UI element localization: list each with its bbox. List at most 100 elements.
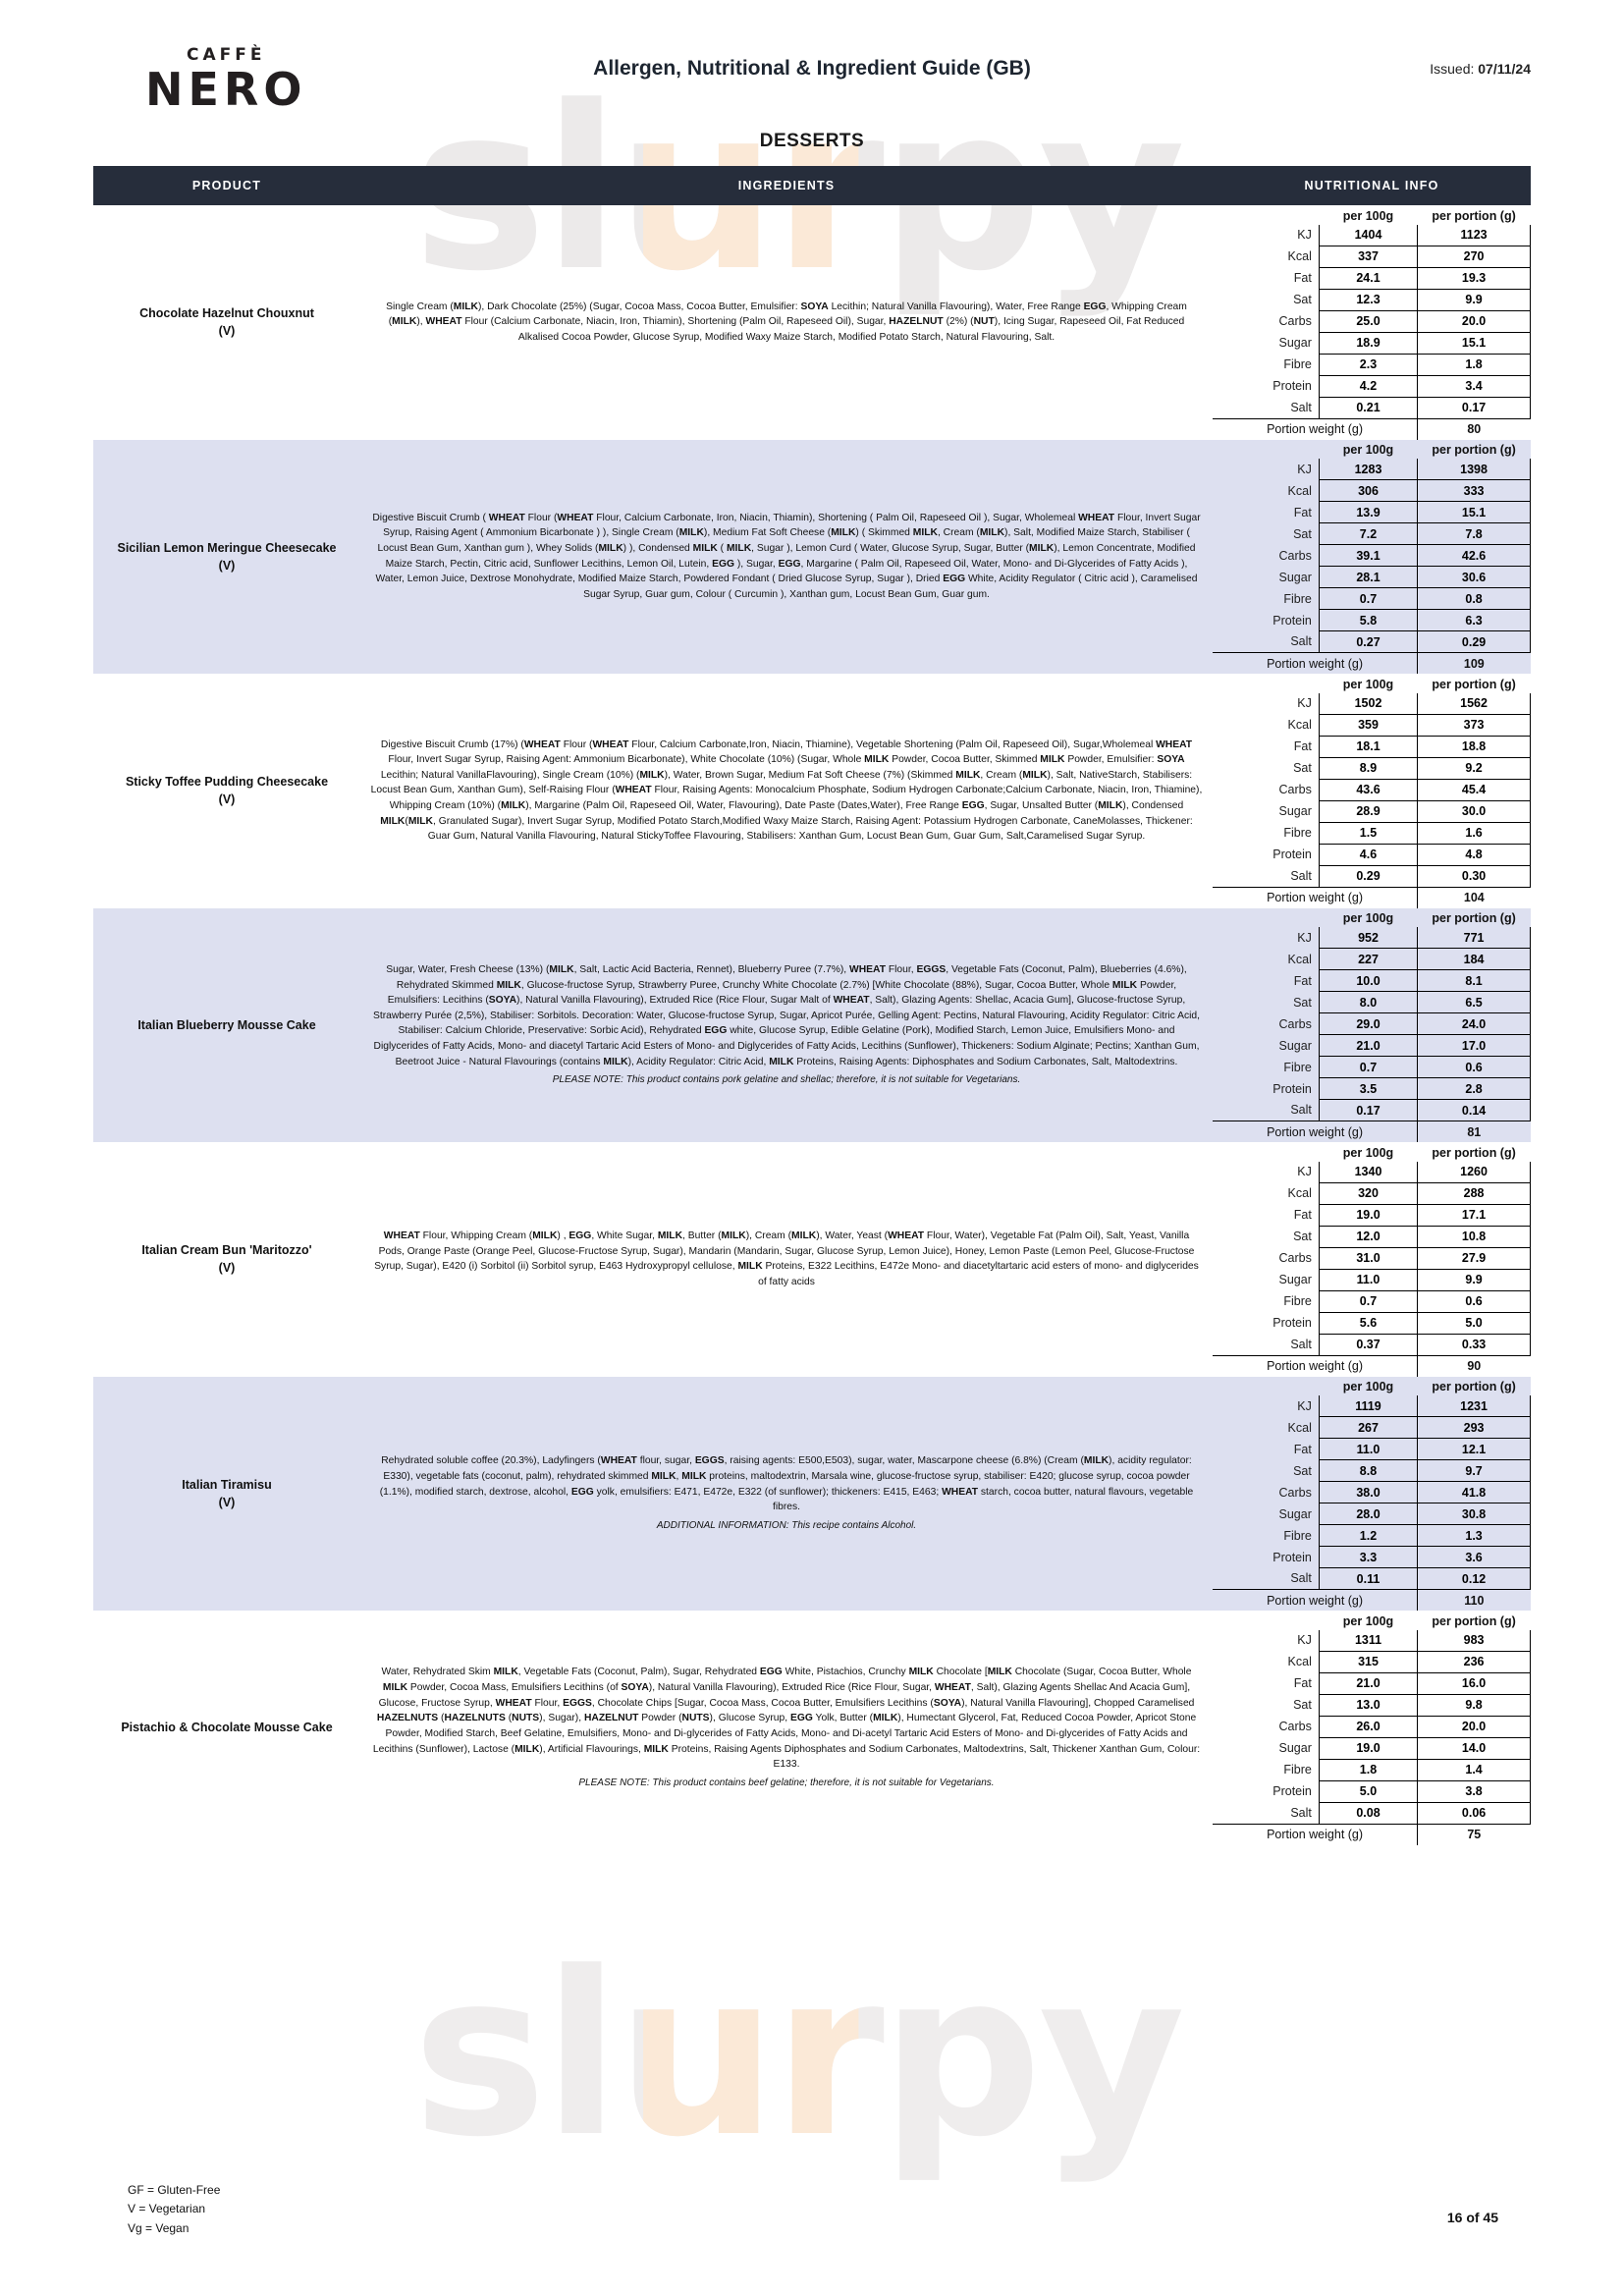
nutrition-cell: per 100g per portion (g) KJ 1283 1398 Kcal 306…: [1213, 439, 1531, 674]
nutrition-row-portion-weight: Portion weight (g) 104: [1213, 886, 1531, 908]
nutrition-value-perportion: 2.8: [1417, 1077, 1531, 1100]
nutrition-label: Carbs: [1213, 1012, 1320, 1035]
nutrition-row-sugar: Sugar 28.9 30.0: [1213, 799, 1531, 823]
nutrition-value-per100: 3.5: [1318, 1077, 1419, 1100]
nutrition-label: Sugar: [1213, 800, 1320, 822]
portion-weight-label: Portion weight (g): [1213, 417, 1418, 440]
product-name-cell: Pistachio & Chocolate Mousse Cake: [121, 1721, 333, 1735]
nutrition-value-perportion: 30.6: [1417, 566, 1531, 588]
nutrition-row-sugar: Sugar 21.0 17.0: [1213, 1034, 1531, 1057]
nutrition-row-sat: Sat 7.2 7.8: [1213, 522, 1531, 545]
nutrition-value-perportion: 0.6: [1417, 1289, 1531, 1313]
nutrition-table: per 100g per portion (g) KJ 1502 1562 Kcal 359…: [1213, 674, 1531, 908]
issued-date-block: Issued: 07/11/24: [1430, 61, 1531, 77]
nutrition-value-perportion: 15.1: [1417, 331, 1531, 355]
portion-weight-value: 110: [1417, 1589, 1531, 1611]
nutrition-header-perportion: per portion (g): [1432, 208, 1516, 223]
nutrition-row-fat: Fat 24.1 19.3: [1213, 266, 1531, 290]
nutrition-value-per100: 227: [1318, 948, 1419, 970]
nutrition-label: Carbs: [1213, 544, 1320, 567]
nutrition-row-carbs: Carbs 43.6 45.4: [1213, 778, 1531, 801]
nutrition-value-perportion: 771: [1417, 927, 1531, 949]
nutrition-label: Protein: [1213, 1546, 1320, 1568]
nutrition-table: per 100g per portion (g) KJ 1311 983 Kcal 315 2…: [1213, 1611, 1531, 1845]
nutrition-value-perportion: 0.17: [1417, 396, 1531, 419]
logo-caffe-text: CAFFÈ: [186, 45, 266, 65]
nutrition-value-perportion: 1562: [1417, 692, 1531, 715]
nutrition-value-per100: 8.0: [1318, 991, 1419, 1013]
nutrition-label: Fibre: [1213, 1759, 1320, 1780]
nutrition-value-per100: 19.0: [1318, 1203, 1419, 1227]
nutrition-row-carbs: Carbs 26.0 20.0: [1213, 1715, 1531, 1738]
nutrition-value-perportion: 16.0: [1417, 1671, 1531, 1695]
nutrition-value-per100: 28.9: [1318, 799, 1419, 823]
nutrition-row-fibre: Fibre 0.7 0.6: [1213, 1289, 1531, 1313]
product-name-cell: Chocolate Hazelnut Chouxnut (V): [139, 306, 314, 339]
nutrition-row-protein: Protein 5.8 6.3: [1213, 609, 1531, 631]
nutrition-cell: per 100g per portion (g) KJ 1502 1562 Kcal 359…: [1213, 674, 1531, 908]
nutrition-row-sat: Sat 12.3 9.9: [1213, 288, 1531, 311]
nutrition-header-row: per 100g per portion (g): [1213, 1377, 1531, 1396]
nutrition-value-per100: 315: [1318, 1650, 1419, 1673]
nutrition-label: Fat: [1213, 969, 1320, 992]
nutrition-value-perportion: 1.3: [1417, 1524, 1531, 1547]
nutrition-row-kcal: Kcal 359 373: [1213, 713, 1531, 737]
nutrition-value-perportion: 0.06: [1417, 1801, 1531, 1825]
nutrition-value-perportion: 3.8: [1417, 1779, 1531, 1803]
nutrition-row-sugar: Sugar 19.0 14.0: [1213, 1736, 1531, 1760]
nutrition-row-fat: Fat 18.1 18.8: [1213, 735, 1531, 758]
product-name-cell: Italian Blueberry Mousse Cake: [93, 907, 360, 1142]
nutrition-value-perportion: 42.6: [1417, 544, 1531, 567]
nutrition-value-perportion: 20.0: [1417, 309, 1531, 333]
nutrition-value-perportion: 9.7: [1417, 1459, 1531, 1482]
legend-line: V = Vegetarian: [128, 2202, 206, 2216]
nutrition-header-per100: per 100g: [1342, 1145, 1394, 1160]
nutrition-value-per100: 18.9: [1318, 331, 1419, 355]
nutrition-row-salt: Salt 0.27 0.29: [1213, 630, 1531, 653]
nutrition-label: Kcal: [1213, 714, 1320, 736]
nutrition-label: Carbs: [1213, 310, 1320, 332]
nutrition-value-per100: 4.2: [1318, 374, 1419, 398]
document-header: CAFFÈ NERO Allergen, Nutritional & Ingre…: [0, 0, 1624, 113]
nutrition-header-spacer: [1213, 908, 1319, 928]
nutrition-row-kcal: Kcal 337 270: [1213, 245, 1531, 268]
table-row: Italian Cream Bun 'Maritozzo' (V) WHEAT Fl…: [93, 1142, 1531, 1377]
nutrition-value-per100: 18.1: [1318, 735, 1419, 758]
nutrition-row-kj: KJ 1502 1562: [1213, 692, 1531, 715]
nutrition-row-fat: Fat 11.0 12.1: [1213, 1438, 1531, 1460]
nutrition-header-per100: per 100g: [1342, 1380, 1394, 1394]
nutrition-label: Fat: [1213, 1438, 1320, 1460]
nutrition-label: Carbs: [1213, 1247, 1320, 1269]
nutrition-row-protein: Protein 3.3 3.6: [1213, 1546, 1531, 1568]
nutrition-header-per100: per 100g: [1342, 443, 1394, 457]
nutrition-value-perportion: 9.9: [1417, 1268, 1531, 1291]
portion-weight-value: 80: [1417, 417, 1531, 440]
table-row: Chocolate Hazelnut Chouxnut (V) Single Cre…: [93, 205, 1531, 440]
nutrition-row-portion-weight: Portion weight (g) 90: [1213, 1354, 1531, 1377]
nutrition-value-per100: 11.0: [1318, 1268, 1419, 1291]
nutrition-row-salt: Salt 0.21 0.17: [1213, 396, 1531, 419]
nutrition-row-kcal: Kcal 320 288: [1213, 1181, 1531, 1205]
nutrition-value-perportion: 6.5: [1417, 991, 1531, 1013]
nutrition-row-fibre: Fibre 0.7 0.8: [1213, 587, 1531, 610]
nutrition-value-per100: 1.5: [1318, 821, 1419, 845]
nutrition-row-sugar: Sugar 28.0 30.8: [1213, 1503, 1531, 1525]
nutrition-row-salt: Salt 0.08 0.06: [1213, 1801, 1531, 1825]
nutrition-label: Sat: [1213, 757, 1320, 779]
legend-key: GF = Gluten-Free V = Vegetarian Vg = Vegan: [128, 2181, 220, 2239]
portion-weight-label: Portion weight (g): [1213, 1589, 1418, 1611]
nutrition-cell: per 100g per portion (g) KJ 1404 1123 Kcal 337…: [1213, 205, 1531, 440]
nutrition-label: Protein: [1213, 844, 1320, 865]
nutrition-value-perportion: 373: [1417, 713, 1531, 737]
nutrition-value-perportion: 270: [1417, 245, 1531, 268]
nutrition-row-portion-weight: Portion weight (g) 75: [1213, 1823, 1531, 1845]
nutrition-cell: per 100g per portion (g) KJ 952 771 Kcal 227 18…: [1213, 907, 1531, 1142]
nutrition-value-per100: 0.21: [1318, 396, 1419, 419]
nutrition-value-per100: 29.0: [1318, 1012, 1419, 1035]
nutrition-label: KJ: [1213, 224, 1320, 246]
nutrition-label: Fibre: [1213, 822, 1320, 844]
nutrition-value-perportion: 0.12: [1417, 1567, 1531, 1590]
nutrition-label: Carbs: [1213, 1716, 1320, 1737]
issued-label: Issued:: [1430, 61, 1475, 77]
nutrition-value-perportion: 8.1: [1417, 969, 1531, 992]
